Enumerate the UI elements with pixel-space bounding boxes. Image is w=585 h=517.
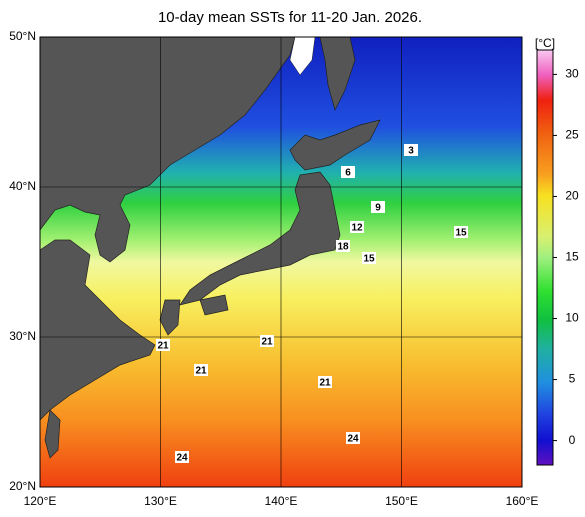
- lon-tick-label: 130°E: [144, 494, 177, 508]
- contour-label-box: [346, 432, 360, 444]
- colorbar-tick-label: 10: [565, 311, 579, 325]
- colorbar-unit: [°C]: [535, 36, 555, 50]
- colorbar-tick-label: 5: [569, 372, 576, 386]
- contour-label-box: [194, 364, 208, 376]
- contour-label-box: [175, 451, 189, 463]
- contour-label-box: [404, 144, 418, 156]
- contour-label: 3: [408, 146, 414, 157]
- contour-label-box: [318, 376, 332, 388]
- contour-label: 15: [455, 228, 467, 239]
- contour-label: 21: [157, 341, 169, 352]
- contour-label: 12: [351, 223, 363, 234]
- contour-label-box: [260, 335, 274, 347]
- shikoku: [199, 294, 229, 316]
- contour-label: 24: [347, 434, 359, 445]
- colorbar: [536, 49, 554, 466]
- lon-tick-label: 140°E: [265, 494, 298, 508]
- contour-label: 24: [176, 453, 188, 464]
- hokkaido: [289, 119, 381, 171]
- contour-label: 21: [261, 337, 273, 348]
- colorbar-tick-label: 25: [565, 128, 579, 142]
- kyushu: [159, 299, 181, 336]
- contour-label-box: [156, 339, 170, 351]
- contour-label-box: [454, 226, 468, 238]
- land: [39, 36, 381, 459]
- colorbar-tick-label: 20: [565, 189, 579, 203]
- sakhalin: [319, 36, 356, 111]
- honshu: [179, 171, 341, 306]
- contour-label: 21: [319, 378, 331, 389]
- colorbar-tick-label: 0: [569, 433, 576, 447]
- lat-tick-label: 30°N: [9, 329, 36, 343]
- contour-label: 15: [363, 254, 375, 265]
- lon-tick-label: 150°E: [385, 494, 418, 508]
- contour-label-box: [371, 201, 385, 213]
- contour-label-box: [350, 221, 364, 233]
- contour-label: 21: [195, 366, 207, 377]
- contour-label-box: [341, 166, 355, 178]
- mainland: [39, 36, 296, 421]
- contour-label-box: [336, 240, 350, 252]
- lat-tick-label: 40°N: [9, 179, 36, 193]
- contour-label: 9: [375, 203, 381, 214]
- lat-tick-label: 50°N: [9, 29, 36, 43]
- contour-label: 18: [337, 242, 349, 253]
- taiwan: [44, 409, 61, 459]
- colorbar-tick-label: 30: [565, 67, 579, 81]
- lon-tick-label: 120°E: [24, 494, 57, 508]
- lat-tick-label: 20°N: [9, 479, 36, 493]
- title: 10-day mean SSTs for 11-20 Jan. 2026.: [158, 9, 422, 26]
- colorbar-tick-label: 15: [565, 250, 579, 264]
- lon-tick-label: 160°E: [506, 494, 539, 508]
- contour-label-box: [362, 252, 376, 264]
- contour-label: 6: [345, 168, 351, 179]
